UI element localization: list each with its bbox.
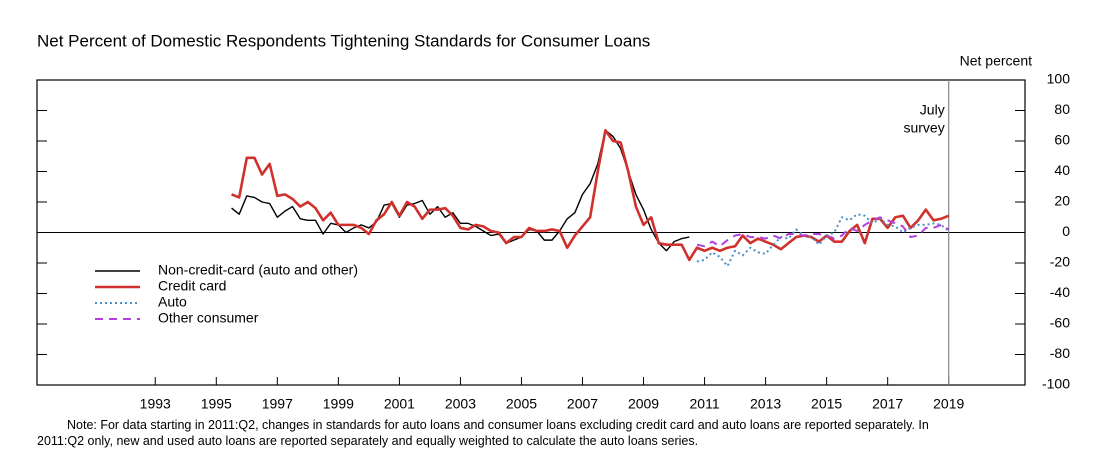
annotation: survey (903, 120, 944, 136)
x-tick-label: 2003 (445, 396, 476, 412)
x-tick-label: 1995 (201, 396, 232, 412)
y-tick-label: -80 (1050, 345, 1070, 361)
x-tick-label: 2011 (690, 396, 720, 412)
y-tick-label: 80 (1054, 101, 1070, 117)
x-tick-label: 2017 (872, 396, 903, 412)
y-tick-label: 0 (1062, 223, 1070, 239)
legend-label: Auto (158, 294, 187, 310)
y-tick-label: 40 (1054, 162, 1070, 178)
y-tick-label: 60 (1054, 132, 1070, 148)
y-tick-label: 20 (1054, 193, 1070, 209)
y-tick-label: 100 (1047, 71, 1071, 87)
series-line (231, 129, 690, 252)
legend-label: Other consumer (158, 310, 259, 326)
y-tick-label: -100 (1042, 376, 1070, 392)
series-line (231, 129, 950, 262)
legend-label: Credit card (158, 278, 226, 294)
chart-title: Net Percent of Domestic Respondents Tigh… (37, 31, 650, 50)
chart: Net Percent of Domestic Respondents Tigh… (36, 31, 1071, 412)
legend: Non-credit-card (auto and other)Credit c… (95, 262, 358, 326)
note: Note: For data starting in 2011:Q2, chan… (37, 417, 1077, 449)
y-axis-label: Net percent (960, 53, 1032, 69)
x-tick-label: 2019 (933, 396, 964, 412)
x-tick-label: 1997 (262, 396, 293, 412)
x-tick-label: 1999 (323, 396, 354, 412)
y-tick-label: -20 (1050, 254, 1070, 270)
note-line: 2011:Q2 only, new and used auto loans ar… (37, 434, 699, 448)
x-tick-label: 2007 (567, 396, 598, 412)
y-tick-label: -40 (1050, 284, 1070, 300)
note-line: Note: For data starting in 2011:Q2, chan… (67, 418, 929, 432)
x-tick-label: 2013 (750, 396, 781, 412)
y-tick-label: -60 (1050, 315, 1070, 331)
x-tick-label: 2001 (384, 396, 415, 412)
x-tick-label: 1993 (140, 396, 171, 412)
annotation: July (920, 102, 945, 118)
series-line (696, 213, 950, 268)
legend-label: Non-credit-card (auto and other) (158, 262, 358, 278)
series-line (696, 216, 950, 248)
x-tick-label: 2009 (628, 396, 659, 412)
x-tick-label: 2015 (811, 396, 842, 412)
x-tick-label: 2005 (506, 396, 537, 412)
